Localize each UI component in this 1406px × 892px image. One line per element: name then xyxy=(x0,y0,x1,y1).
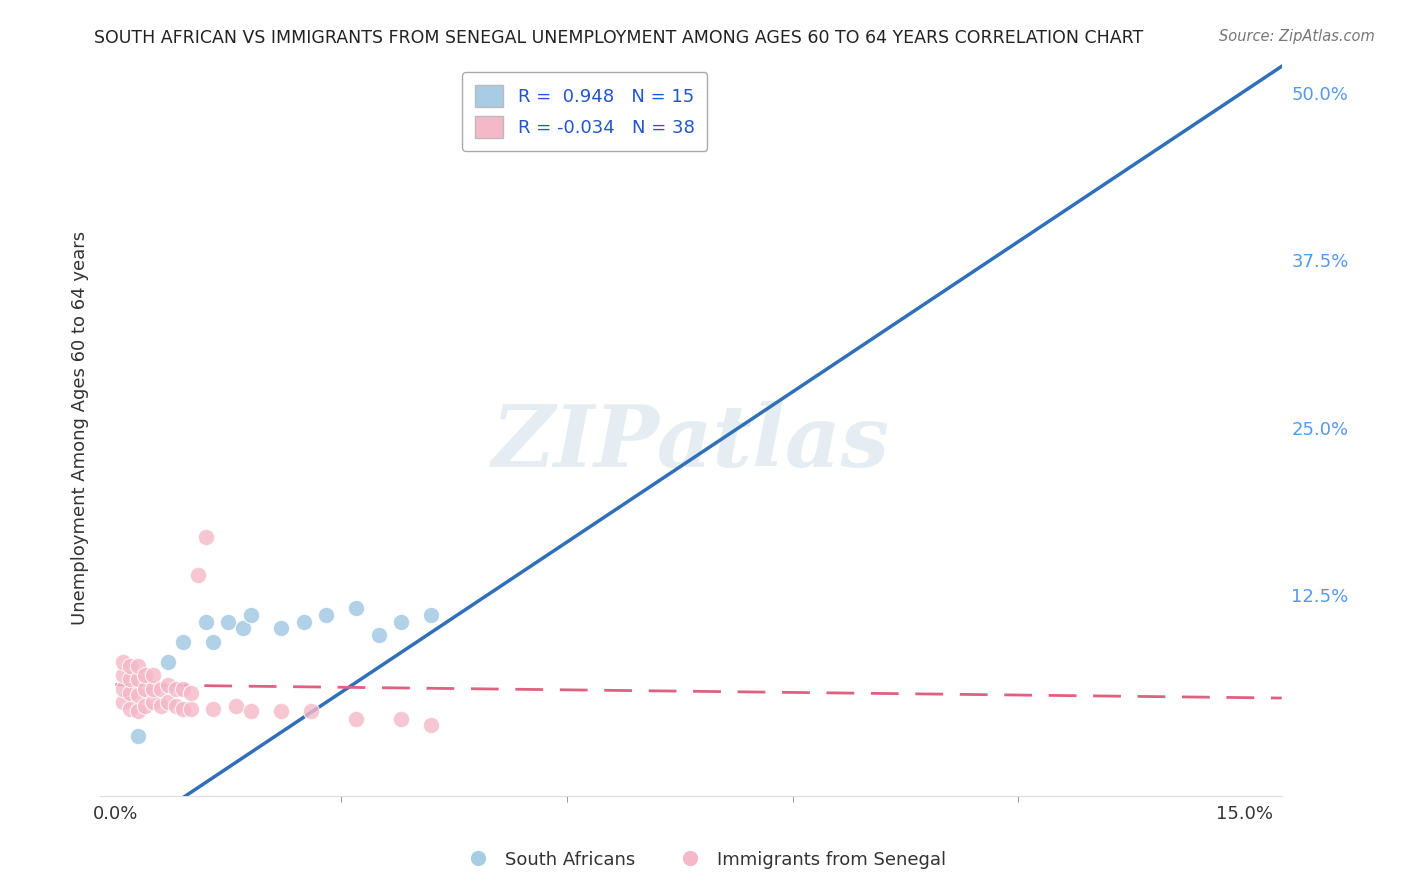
Point xyxy=(127,659,149,673)
Point xyxy=(134,699,156,714)
Point xyxy=(165,699,187,714)
Text: ZIPatlas: ZIPatlas xyxy=(492,401,890,484)
Point xyxy=(225,699,247,714)
Point xyxy=(111,695,134,709)
Point xyxy=(142,695,165,709)
Point xyxy=(180,702,202,716)
Y-axis label: Unemployment Among Ages 60 to 64 years: Unemployment Among Ages 60 to 64 years xyxy=(72,231,89,624)
Point xyxy=(111,655,134,669)
Point xyxy=(111,668,134,682)
Point xyxy=(134,681,156,696)
Point xyxy=(367,628,389,642)
Point xyxy=(217,615,239,629)
Point xyxy=(299,705,322,719)
Point xyxy=(157,695,180,709)
Point xyxy=(120,702,142,716)
Point xyxy=(194,531,217,545)
Point xyxy=(180,686,202,700)
Point xyxy=(194,615,217,629)
Point xyxy=(142,681,165,696)
Point xyxy=(292,615,315,629)
Text: Source: ZipAtlas.com: Source: ZipAtlas.com xyxy=(1219,29,1375,44)
Point xyxy=(270,622,292,636)
Point xyxy=(127,729,149,743)
Point xyxy=(149,681,172,696)
Point xyxy=(389,713,412,727)
Text: SOUTH AFRICAN VS IMMIGRANTS FROM SENEGAL UNEMPLOYMENT AMONG AGES 60 TO 64 YEARS : SOUTH AFRICAN VS IMMIGRANTS FROM SENEGAL… xyxy=(94,29,1143,46)
Point xyxy=(142,668,165,682)
Point xyxy=(202,635,225,649)
Point xyxy=(232,622,254,636)
Point xyxy=(120,659,142,673)
Point xyxy=(202,702,225,716)
Point xyxy=(420,718,443,732)
Point xyxy=(120,673,142,687)
Point xyxy=(127,689,149,703)
Point xyxy=(344,713,367,727)
Point xyxy=(172,635,194,649)
Legend: South Africans, Immigrants from Senegal: South Africans, Immigrants from Senegal xyxy=(453,844,953,876)
Point xyxy=(120,686,142,700)
Point xyxy=(165,681,187,696)
Point xyxy=(270,705,292,719)
Point xyxy=(127,673,149,687)
Point xyxy=(239,705,262,719)
Point xyxy=(420,608,443,623)
Point xyxy=(187,568,209,582)
Point xyxy=(315,608,337,623)
Point xyxy=(157,655,180,669)
Point xyxy=(239,608,262,623)
Point xyxy=(389,615,412,629)
Point xyxy=(344,601,367,615)
Point xyxy=(111,681,134,696)
Point xyxy=(157,678,180,692)
Point xyxy=(172,702,194,716)
Point xyxy=(172,681,194,696)
Legend: R =  0.948   N = 15, R = -0.034   N = 38: R = 0.948 N = 15, R = -0.034 N = 38 xyxy=(463,72,707,151)
Point xyxy=(149,699,172,714)
Point xyxy=(127,705,149,719)
Point xyxy=(134,668,156,682)
